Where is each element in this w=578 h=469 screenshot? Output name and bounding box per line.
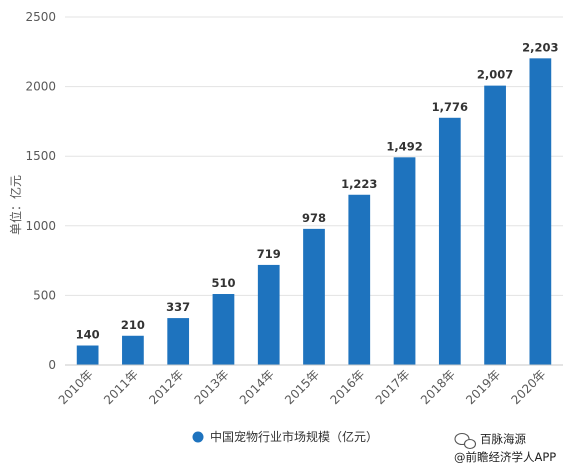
bar-2012年 <box>167 318 190 365</box>
gridlines <box>65 16 563 296</box>
data-label-2013年: 510 <box>211 276 235 290</box>
x-tick-label-2010年: 2010年 <box>56 367 96 407</box>
bar-2020年 <box>529 58 552 365</box>
y-tick-label-2: 1000 <box>25 219 56 233</box>
data-label-2015年: 978 <box>302 211 326 225</box>
watermark-line1: 百脉海源 <box>480 432 526 446</box>
watermark: 百脉海源 @前瞻经济学人APP <box>454 432 556 464</box>
bar-2014年 <box>257 264 280 365</box>
data-label-2018年: 1,776 <box>432 100 468 114</box>
y-tick-label-1: 500 <box>33 288 56 302</box>
bar-2019年 <box>484 85 506 365</box>
y-tick-label-0: 0 <box>48 358 56 372</box>
data-label-2011年: 210 <box>121 318 145 332</box>
x-tick-label-2015年: 2015年 <box>282 367 322 407</box>
bar-2013年 <box>212 294 235 365</box>
y-axis-ticks: 0 500 1000 1500 2000 2500 <box>25 10 56 372</box>
x-axis-ticks: 2010年 2011年 2012年 2013年 2014年 2015年 2016年 2017年… <box>56 367 549 407</box>
bar-2016年 <box>348 194 371 365</box>
data-labels: 140 210 337 510 719 978 1,223 1,492 1,776 2,007 2,… <box>76 40 559 341</box>
x-tick-label-2018年: 2018年 <box>418 367 458 407</box>
legend-marker <box>192 431 204 443</box>
wechat-icon <box>454 432 477 450</box>
legend-label: 中国宠物行业市场规模（亿元） <box>210 429 378 444</box>
watermark-line2: @前瞻经济学人APP <box>454 450 556 464</box>
bar-2018年 <box>438 117 461 366</box>
data-label-2012年: 337 <box>166 300 190 314</box>
bar-2010年 <box>76 345 99 365</box>
x-tick-label-2019年: 2019年 <box>463 367 503 407</box>
data-label-2017年: 1,492 <box>386 139 422 153</box>
x-tick-label-2013年: 2013年 <box>192 367 232 407</box>
bar-2015年 <box>303 228 325 365</box>
x-tick-label-2016年: 2016年 <box>327 367 367 407</box>
y-tick-label-3: 1500 <box>25 149 56 163</box>
bars <box>76 58 552 366</box>
x-tick-label-2017年: 2017年 <box>373 367 413 407</box>
bar-2017年 <box>393 157 416 365</box>
x-tick-label-2014年: 2014年 <box>237 367 277 407</box>
bar-2011年 <box>122 335 144 365</box>
x-tick-label-2020年: 2020年 <box>509 367 549 407</box>
legend: 中国宠物行业市场规模（亿元） <box>192 429 378 444</box>
data-label-2014年: 719 <box>257 247 281 261</box>
y-axis-title: 单位：亿元 <box>8 175 23 235</box>
data-label-2010年: 140 <box>76 328 100 342</box>
x-tick-label-2012年: 2012年 <box>146 367 186 407</box>
y-tick-label-4: 2000 <box>25 80 56 94</box>
x-tick-label-2011年: 2011年 <box>101 367 141 407</box>
data-label-2016年: 1,223 <box>341 177 377 191</box>
data-label-2020年: 2,203 <box>522 40 558 54</box>
y-tick-label-5: 2500 <box>25 10 56 24</box>
data-label-2019年: 2,007 <box>477 68 513 82</box>
